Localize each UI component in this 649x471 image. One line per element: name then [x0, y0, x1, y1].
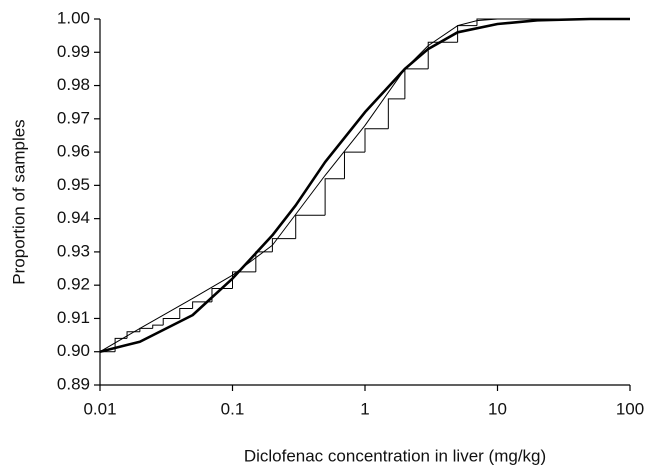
step-segment [162, 317, 180, 326]
step-segment [232, 271, 256, 289]
fitted-line [99, 17, 630, 353]
y-tick-label: 0.96 [57, 142, 90, 161]
step-segment [404, 68, 429, 99]
step-segment [364, 128, 389, 153]
y-tick-label: 0.93 [57, 241, 90, 260]
y-axis-label: Proportion of samples [9, 119, 28, 284]
step-segment [139, 327, 153, 332]
x-tick-label: 1 [360, 399, 369, 418]
y-tick-label: 0.92 [57, 275, 90, 294]
step-segment [427, 41, 458, 69]
y-tick-label: 0.90 [57, 341, 90, 360]
y-tick-label: 0.99 [57, 42, 90, 61]
step-segment [255, 251, 273, 272]
step-segment [343, 151, 365, 179]
y-tick-label: 0.94 [57, 208, 90, 227]
step-segment [152, 324, 164, 329]
x-tick-label: 0.1 [221, 399, 245, 418]
y-tick-label: 0.89 [57, 374, 90, 393]
x-axis-label: Diclofenac concentration in liver (mg/kg… [244, 446, 546, 465]
fitted-line [99, 18, 630, 353]
y-tick-label: 0.95 [57, 175, 90, 194]
x-tick-label: 100 [616, 399, 644, 418]
step-segment [179, 307, 193, 319]
y-tick-label: 0.97 [57, 108, 90, 127]
x-tick-label: 10 [488, 399, 507, 418]
step-segment [324, 178, 345, 216]
x-tick-label: 0.01 [83, 399, 116, 418]
y-tick-label: 1.00 [57, 8, 90, 27]
axes [99, 19, 630, 386]
step-segment [271, 238, 296, 252]
step-segment [387, 98, 405, 129]
y-tick-label: 0.91 [57, 308, 90, 327]
y-tick-label: 0.98 [57, 75, 90, 94]
step-segment [295, 214, 326, 239]
